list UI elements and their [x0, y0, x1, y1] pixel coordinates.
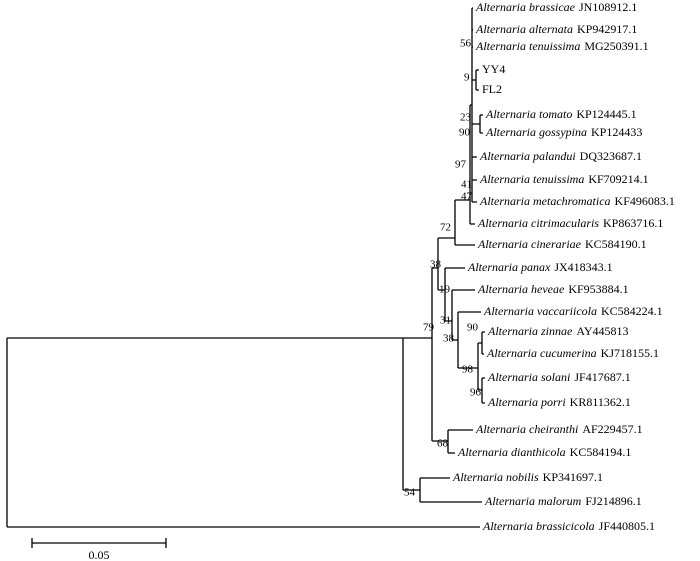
accession: KP124433 [591, 125, 642, 139]
leaf-label: Alternaria palandui DQ323687.1 [479, 149, 642, 163]
bootstrap-value: 38 [443, 333, 455, 345]
scale-bar [31, 538, 167, 548]
leaf-label: Alternaria malorum FJ214896.1 [484, 494, 642, 508]
species-name: Alternaria brassicicola [482, 519, 595, 533]
accession: AY445813 [576, 324, 628, 338]
accession: KR811362.1 [570, 395, 631, 409]
leaf-label: Alternaria dianthicola KC584194.1 [457, 445, 631, 459]
leaf-label: Alternaria tomato KP124445.1 [485, 107, 637, 121]
accession: KC584224.1 [601, 304, 663, 318]
species-name: Alternaria citrimacularis [477, 216, 599, 230]
accession: JF417687.1 [574, 370, 630, 384]
accession: KF953884.1 [568, 282, 628, 296]
leaf-label: Alternaria panax JX418343.1 [467, 260, 613, 274]
bootstrap-value: 79 [423, 322, 435, 334]
bootstrap-value: 90 [467, 322, 479, 334]
species-name: Alternaria panax [467, 260, 551, 274]
accession: KC584190.1 [585, 237, 647, 251]
scale-label: 0.05 [89, 548, 110, 561]
leaf-label: Alternaria nobilis KP341697.1 [452, 470, 603, 484]
leaf-label: Alternaria solani JF417687.1 [487, 370, 631, 384]
leaf-label: Alternaria cinerariae KC584190.1 [477, 237, 647, 251]
leaf-label: Alternaria heveae KF953884.1 [477, 282, 629, 296]
leaf-label: Alternaria vaccariicola KC584224.1 [483, 304, 663, 318]
leaf-label: FL2 [482, 82, 502, 96]
accession: AF229457.1 [582, 422, 642, 436]
leaf-label: Alternaria metachromatica KF496083.1 [479, 194, 675, 208]
leaf-label: Alternaria brassicae JN108912.1 [475, 0, 637, 14]
species-name: Alternaria gossypina [485, 125, 587, 139]
leaf-label: Alternaria cucumerina KJ718155.1 [486, 346, 659, 360]
species-name: Alternaria dianthicola [457, 445, 566, 459]
species-name: Alternaria nobilis [452, 470, 539, 484]
species-name: Alternaria zinnae [487, 324, 573, 338]
bootstrap-value: 72 [440, 222, 451, 234]
species-name: Alternaria tenuissima [479, 172, 584, 186]
bootstrap-value: 98 [462, 364, 474, 376]
bootstrap-value: 68 [437, 438, 449, 450]
species-name: Alternaria cinerariae [477, 237, 582, 251]
leaf-label: Alternaria porri KR811362.1 [487, 395, 631, 409]
leaf-label: Alternaria tenuissima MG250391.1 [475, 39, 649, 53]
species-name: Alternaria vaccariicola [483, 304, 597, 318]
bootstrap-value: 47 [461, 191, 473, 203]
bootstrap-value: 97 [455, 159, 467, 171]
accession: KP863716.1 [603, 216, 663, 230]
accession: JF440805.1 [599, 519, 655, 533]
species-name: Alternaria palandui [479, 149, 576, 163]
accession: KF496083.1 [615, 194, 675, 208]
accession: KP942917.1 [577, 22, 637, 36]
bootstrap-value: 31 [440, 315, 451, 327]
accession: KJ718155.1 [601, 346, 659, 360]
accession: KP124445.1 [576, 107, 636, 121]
species-name: Alternaria solani [487, 370, 570, 384]
accession: KC584194.1 [570, 445, 632, 459]
bootstrap-value: 9 [464, 72, 470, 84]
bootstrap-value: 19 [439, 284, 451, 296]
leaf-label: Alternaria cheiranthi AF229457.1 [475, 422, 643, 436]
leaf-label: Alternaria brassicicola JF440805.1 [482, 519, 655, 533]
leaf-label: Alternaria alternata KP942917.1 [475, 22, 637, 36]
accession: MG250391.1 [584, 39, 648, 53]
species-name: Alternaria cucumerina [486, 346, 597, 360]
leaf-label: YY4 [482, 62, 505, 76]
leaf-label: Alternaria citrimacularis KP863716.1 [477, 216, 663, 230]
leaf-label: Alternaria tenuissima KF709214.1 [479, 172, 649, 186]
bootstrap-value: 90 [459, 127, 471, 139]
accession: FJ214896.1 [585, 494, 641, 508]
species-name: Alternaria heveae [477, 282, 565, 296]
species-name: Alternaria metachromatica [479, 194, 611, 208]
accession: KP341697.1 [543, 470, 603, 484]
species-name: Alternaria malorum [484, 494, 582, 508]
bootstrap-value: 41 [461, 179, 472, 191]
accession: JX418343.1 [554, 260, 612, 274]
accession: JN108912.1 [579, 0, 637, 14]
bootstrap-value: 23 [460, 112, 472, 124]
bootstrap-value: 56 [460, 38, 472, 50]
species-name: Alternaria tomato [485, 107, 572, 121]
accession: DQ323687.1 [580, 149, 642, 163]
species-name: Alternaria tenuissima [475, 39, 580, 53]
species-name: Alternaria alternata [475, 22, 573, 36]
bootstrap-value: 54 [404, 487, 416, 499]
bootstrap-value: 38 [430, 259, 442, 271]
bootstrap-value: 96 [470, 387, 482, 399]
leaf-label: Alternaria gossypina KP124433 [485, 125, 642, 139]
species-name: Alternaria cheiranthi [475, 422, 578, 436]
tree-branches [6, 7, 485, 528]
leaf-label: Alternaria zinnae AY445813 [487, 324, 629, 338]
species-name: Alternaria porri [487, 395, 566, 409]
species-name: Alternaria brassicae [475, 0, 576, 14]
accession: KF709214.1 [588, 172, 648, 186]
